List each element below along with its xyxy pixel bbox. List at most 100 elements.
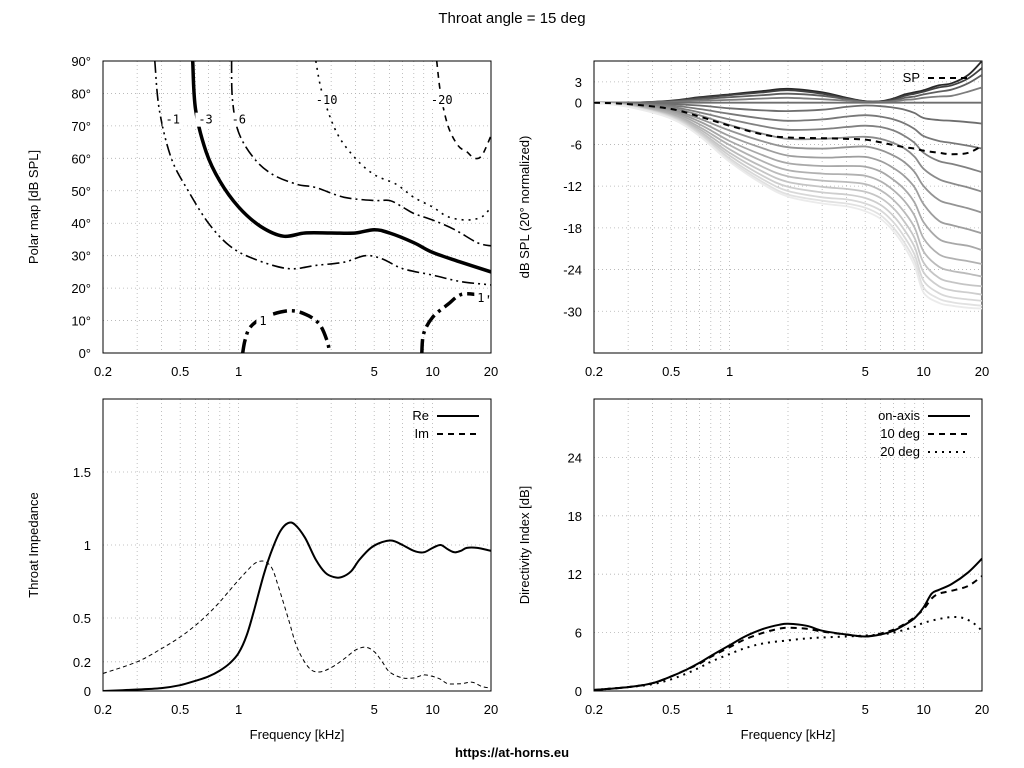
contour-label: -1 <box>166 113 180 127</box>
y-tick-label: 12 <box>568 567 582 582</box>
directivity-x-axis-label: Frequency [kHz] <box>741 727 836 742</box>
legend-label: on-axis <box>878 408 920 423</box>
impedance-frame <box>102 398 492 692</box>
contour-line <box>154 61 491 286</box>
x-tick-label: 1 <box>235 364 242 379</box>
polar-axes: 0.2 0.5 1 5 10 20 0° 10° 20° 30° 40° 50° 60° 70° 80° 90… <box>26 54 498 379</box>
normalized-plot-area <box>594 61 982 310</box>
x-tick-label: 5 <box>371 364 378 379</box>
y-tick-label: 90° <box>71 54 91 69</box>
x-tick-label: 5 <box>371 702 378 717</box>
legend-label: 10 deg <box>880 426 920 441</box>
y-tick-label: 80° <box>71 86 91 101</box>
normalized-legend: SP <box>903 70 970 85</box>
directivity-series-line <box>594 557 982 691</box>
contour-label-bg <box>195 112 217 127</box>
contour-line <box>230 61 491 247</box>
x-tick-label: 0.5 <box>171 702 189 717</box>
impedance-series-line <box>103 560 491 689</box>
angle-line <box>594 101 982 310</box>
angle-line <box>594 101 982 302</box>
contour-label: 1 <box>477 291 484 305</box>
angle-line <box>594 101 982 278</box>
polar-y-axis-label: Polar map [dB SPL] <box>26 150 41 264</box>
angle-line <box>594 101 982 125</box>
directivity-plot-area <box>594 557 982 691</box>
angle-line <box>594 101 982 150</box>
polar-plot-area: -1 -3 -6 -10 -20 1 1 <box>154 61 491 353</box>
impedance-y-axis-label: Throat Impedance <box>26 492 41 598</box>
page-title: Throat angle = 15 deg <box>438 10 585 27</box>
normalized-frame <box>593 60 983 354</box>
angle-line <box>594 101 982 288</box>
x-tick-label: 20 <box>484 364 498 379</box>
impedance-legend: Re Im <box>412 408 479 441</box>
y-tick-label: 18 <box>568 509 582 524</box>
x-tick-label: 1 <box>726 364 733 379</box>
legend-label: SP <box>903 70 920 85</box>
x-tick-label: 0.5 <box>171 364 189 379</box>
directivity-series-line <box>594 575 982 691</box>
y-tick-label: 1 <box>84 538 91 553</box>
y-tick-label: 0° <box>79 346 91 361</box>
directivity-frame <box>593 398 983 692</box>
y-tick-label: -12 <box>563 179 582 194</box>
impedance-plot-area <box>103 521 491 691</box>
x-tick-label: 1 <box>726 702 733 717</box>
contour-label-bg <box>474 291 488 306</box>
y-tick-label: -18 <box>563 221 582 236</box>
y-tick-label: 3 <box>575 75 582 90</box>
normalized-y-axis-label: dB SPL (20° normalized) <box>517 136 532 279</box>
contour-label-bg <box>228 112 250 127</box>
angle-line <box>594 101 982 214</box>
directivity-legend: on-axis 10 deg 20 deg <box>878 408 970 459</box>
y-tick-label: 50° <box>71 184 91 199</box>
x-tick-label: 20 <box>484 702 498 717</box>
x-tick-label: 20 <box>975 364 989 379</box>
x-tick-label: 10 <box>425 364 439 379</box>
angle-line <box>594 101 982 174</box>
contour-line <box>240 308 332 353</box>
legend-label: Im <box>415 426 429 441</box>
x-tick-label: 20 <box>975 702 989 717</box>
x-tick-label: 5 <box>862 364 869 379</box>
y-tick-label: 40° <box>71 216 91 231</box>
angle-line <box>594 101 982 251</box>
x-tick-label: 0.5 <box>662 702 680 717</box>
contour-label-bg <box>256 313 270 328</box>
y-tick-label: 0 <box>575 684 582 699</box>
x-tick-label: 10 <box>916 364 930 379</box>
directivity-axes: 0.2 0.5 1 5 10 20 0 6 12 18 24 Directivity Index [d… <box>517 398 989 742</box>
y-tick-label: 0.2 <box>73 655 91 670</box>
contour-label-bg <box>427 93 457 108</box>
x-tick-label: 0.5 <box>662 364 680 379</box>
angle-line <box>594 101 982 193</box>
angle-line <box>594 101 982 296</box>
sound-power-line <box>594 101 982 156</box>
y-tick-label: 30° <box>71 249 91 264</box>
contour-line <box>315 61 491 221</box>
contour-label: -3 <box>198 113 212 127</box>
x-tick-label: 5 <box>862 702 869 717</box>
legend-label: 20 deg <box>880 444 920 459</box>
y-tick-label: 0.5 <box>73 611 91 626</box>
contour-line <box>190 61 491 274</box>
y-tick-label: 20° <box>71 281 91 296</box>
impedance-x-axis-label: Frequency [kHz] <box>250 727 345 742</box>
y-tick-label: 1.5 <box>73 465 91 480</box>
x-tick-label: 0.2 <box>585 364 603 379</box>
contour-label: 1 <box>259 314 266 328</box>
directivity-y-axis-label: Directivity Index [dB] <box>517 486 532 605</box>
y-tick-label: 0 <box>84 684 91 699</box>
y-tick-label: -30 <box>563 304 582 319</box>
contour-label-bg <box>162 112 184 127</box>
y-tick-label: 0 <box>575 96 582 111</box>
x-tick-label: 10 <box>425 702 439 717</box>
x-tick-label: 1 <box>235 702 242 717</box>
y-tick-label: 70° <box>71 119 91 134</box>
footer-url: https://at-horns.eu <box>455 745 569 760</box>
contour-line <box>435 61 491 160</box>
legend-label: Re <box>412 408 429 423</box>
